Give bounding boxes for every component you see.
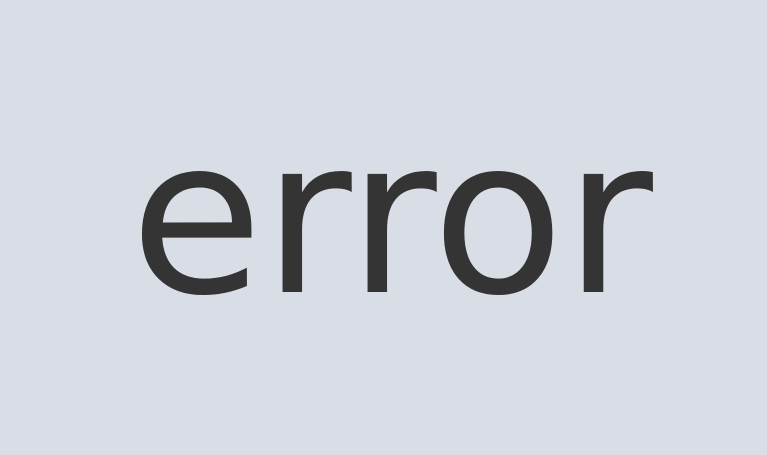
error-message: error (130, 91, 653, 343)
